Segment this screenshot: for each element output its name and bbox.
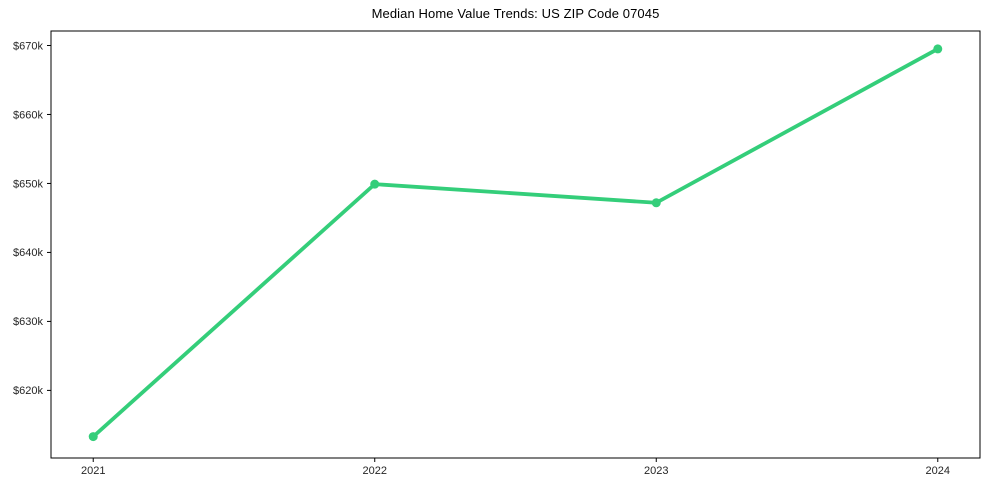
y-tick-label: $650k bbox=[13, 178, 43, 190]
y-tick-label: $620k bbox=[13, 385, 43, 397]
x-tick-label: 2024 bbox=[926, 465, 950, 477]
y-tick-label: $660k bbox=[13, 109, 43, 121]
data-point bbox=[370, 179, 380, 189]
chart-title: Median Home Value Trends: US ZIP Code 07… bbox=[371, 6, 660, 21]
x-tick-label: 2021 bbox=[81, 465, 105, 477]
y-tick-label: $670k bbox=[13, 40, 43, 52]
y-tick-label: $640k bbox=[13, 247, 43, 259]
y-tick-label: $630k bbox=[13, 316, 43, 328]
data-point bbox=[651, 198, 661, 208]
axes-layer: $620k $630k $640k $650k $660k $670k 2021 2022 20… bbox=[13, 30, 981, 477]
data-point bbox=[933, 44, 943, 54]
x-tick-label: 2022 bbox=[363, 465, 387, 477]
x-tick-label: 2023 bbox=[644, 465, 668, 477]
plot-border bbox=[50, 30, 981, 459]
data-point bbox=[88, 432, 98, 442]
data-line bbox=[91, 47, 940, 439]
series-layer bbox=[88, 44, 943, 442]
